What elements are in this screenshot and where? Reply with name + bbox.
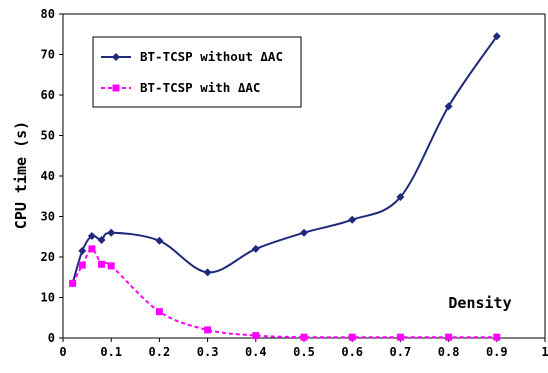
series-1-point bbox=[396, 193, 405, 202]
tick-labels: 0 0.1 0.2 0.3 0.4 0.5 0.6 0.7 0.8 0.9 101020304050… bbox=[41, 7, 548, 359]
y-axis-title: CPU time (s) bbox=[12, 121, 30, 229]
series-1-point bbox=[348, 215, 357, 224]
legend-box bbox=[92, 36, 302, 108]
series-2-point bbox=[445, 333, 453, 341]
series-2-point bbox=[300, 333, 308, 341]
series-1-point bbox=[155, 236, 164, 245]
x-tick-label: 0.7 bbox=[390, 345, 412, 359]
series-2 bbox=[69, 245, 501, 341]
series-1-point bbox=[97, 235, 106, 244]
series-2-point bbox=[78, 261, 86, 269]
y-tick-label: 60 bbox=[41, 88, 55, 102]
x-tick-label: 1 bbox=[541, 345, 548, 359]
y-tick-label: 0 bbox=[48, 331, 55, 345]
series-2-point bbox=[155, 308, 163, 316]
legend-label-series-1: BT-TCSP without ΔAC bbox=[140, 49, 283, 64]
series-2-point bbox=[348, 333, 356, 341]
y-tick-label: 20 bbox=[41, 250, 55, 264]
x-tick-label: 0.2 bbox=[149, 345, 171, 359]
series-2-point bbox=[396, 333, 404, 341]
x-tick-label: 0.6 bbox=[341, 345, 363, 359]
series-2-point bbox=[69, 279, 77, 287]
series-1-point bbox=[444, 102, 453, 111]
legend: BT-TCSP without ΔAC BT-TCSP with ΔAC bbox=[92, 36, 302, 108]
series-1-point bbox=[78, 246, 87, 255]
series-2-point bbox=[204, 326, 212, 334]
series-1-point bbox=[251, 244, 260, 253]
x-axis-title: Density bbox=[448, 294, 511, 312]
y-tick-label: 80 bbox=[41, 7, 55, 21]
series bbox=[68, 32, 501, 341]
series-1-point bbox=[300, 228, 308, 237]
x-tick-label: 0.9 bbox=[486, 345, 508, 359]
series-2-point bbox=[107, 262, 115, 270]
series-1-point bbox=[492, 32, 501, 41]
x-tick-label: 0.5 bbox=[293, 345, 315, 359]
series-1-point bbox=[87, 231, 96, 240]
legend-marker-series-1 bbox=[112, 53, 120, 61]
series-1-point bbox=[203, 268, 212, 277]
series-2-point bbox=[98, 260, 106, 268]
y-tick-label: 50 bbox=[41, 129, 55, 143]
y-tick-label: 70 bbox=[41, 48, 55, 62]
x-tick-label: 0.8 bbox=[438, 345, 460, 359]
legend-marker-series-2 bbox=[112, 84, 120, 92]
series-2-point bbox=[493, 333, 501, 341]
series-2-point bbox=[88, 245, 96, 253]
x-tick-label: 0.1 bbox=[100, 345, 122, 359]
x-tick-label: 0 bbox=[59, 345, 66, 359]
series-1 bbox=[68, 32, 501, 288]
series-1-point bbox=[107, 228, 116, 237]
x-tick-label: 0.4 bbox=[245, 345, 267, 359]
series-2-line bbox=[71, 247, 497, 339]
y-tick-label: 30 bbox=[41, 210, 55, 224]
x-tick-label: 0.3 bbox=[197, 345, 219, 359]
series-2-point bbox=[252, 332, 260, 340]
y-tick-label: 40 bbox=[41, 169, 55, 183]
legend-label-series-2: BT-TCSP with ΔAC bbox=[140, 80, 260, 95]
y-tick-label: 10 bbox=[41, 291, 55, 305]
